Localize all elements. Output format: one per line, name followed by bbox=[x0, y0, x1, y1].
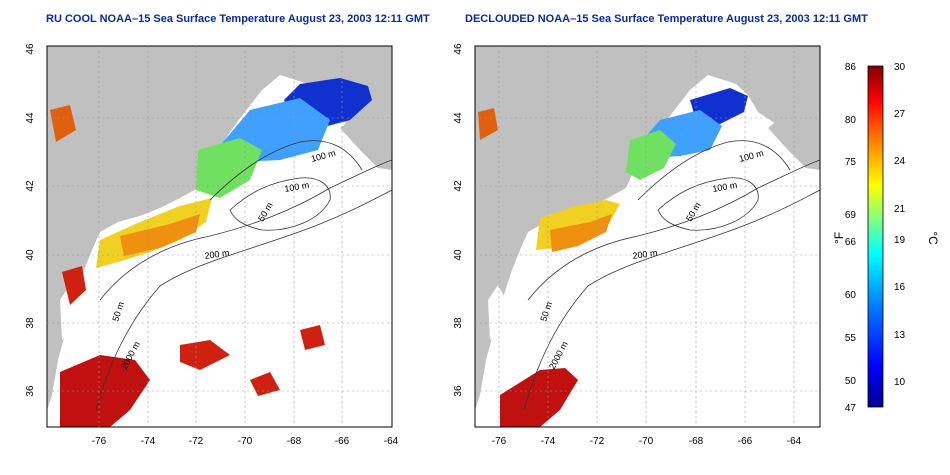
land-mass bbox=[47, 46, 392, 410]
sst-warm-gulfstream bbox=[500, 368, 578, 427]
celsius-tick: 24 bbox=[894, 156, 906, 167]
celsius-unit-label: °C bbox=[926, 231, 940, 245]
left-gridlines bbox=[47, 46, 392, 427]
x-tick-label: -68 bbox=[287, 436, 302, 447]
contour-200m bbox=[527, 159, 820, 301]
contour-50m bbox=[229, 177, 331, 231]
sst-warm-specks bbox=[180, 325, 325, 396]
y-tick-label: 40 bbox=[453, 249, 464, 261]
celsius-tick: 21 bbox=[894, 204, 906, 215]
sst-orange-shelf bbox=[550, 214, 612, 252]
sst-orange-shelf bbox=[120, 214, 200, 256]
fahrenheit-tick: 80 bbox=[845, 115, 857, 126]
fahrenheit-tick: 86 bbox=[845, 62, 857, 73]
sst-green-band bbox=[626, 130, 676, 180]
contour-2000m bbox=[95, 189, 392, 411]
celsius-tick: 16 bbox=[894, 282, 906, 293]
celsius-tick: 27 bbox=[894, 109, 906, 120]
fahrenheit-tick: 66 bbox=[845, 237, 857, 248]
contour-label: 50 m bbox=[684, 201, 703, 223]
y-tick-label: 36 bbox=[453, 385, 464, 397]
left-map-title: RU COOL NOAA–15 Sea Surface Temperature … bbox=[46, 13, 430, 25]
contour-100m bbox=[209, 140, 363, 201]
y-tick-label: 40 bbox=[25, 249, 36, 261]
x-tick-label: -66 bbox=[738, 436, 753, 447]
sst-coastal-warm bbox=[50, 105, 76, 142]
land-inlet bbox=[488, 285, 506, 340]
y-tick-label: 38 bbox=[25, 317, 36, 329]
right-map-title: DECLOUDED NOAA–15 Sea Surface Temperatur… bbox=[465, 13, 868, 25]
y-tick-label: 46 bbox=[25, 43, 36, 55]
x-tick-label: -66 bbox=[335, 436, 350, 447]
x-tick-label: -76 bbox=[492, 436, 507, 447]
contour-label: 100 m bbox=[712, 180, 738, 194]
fahrenheit-tick: 50 bbox=[845, 376, 857, 387]
colorbar-gradient bbox=[867, 65, 884, 408]
x-tick-label: -70 bbox=[238, 436, 253, 447]
right-gridlines bbox=[475, 46, 820, 427]
sst-green-band bbox=[196, 138, 262, 198]
celsius-tick: 30 bbox=[894, 62, 906, 73]
fahrenheit-tick: 60 bbox=[845, 290, 857, 301]
left-map-panel: -76 -74 -72 -70 -68 -66 -64 46 44 42 40 … bbox=[25, 43, 399, 447]
contour-label: 100 m bbox=[284, 180, 310, 194]
left-map-frame bbox=[46, 45, 393, 428]
y-tick-label: 42 bbox=[453, 180, 464, 192]
right-map-panel: -76 -74 -72 -70 -68 -66 -64 46 44 42 40 … bbox=[453, 43, 821, 447]
land-mass bbox=[475, 46, 820, 410]
contour-label: 50 m bbox=[538, 300, 554, 322]
sst-warm-gulfstream bbox=[60, 355, 150, 427]
fahrenheit-tick: 75 bbox=[845, 157, 857, 168]
x-tick-label: -74 bbox=[141, 436, 156, 447]
y-tick-label: 44 bbox=[453, 112, 464, 124]
x-tick-label: -76 bbox=[92, 436, 107, 447]
celsius-tick: 13 bbox=[894, 330, 906, 341]
contour-100m bbox=[637, 140, 791, 201]
temperature-colorbar: 86 80 75 69 66 60 55 50 47 30 27 24 21 1… bbox=[832, 62, 940, 414]
x-tick-label: -68 bbox=[689, 436, 704, 447]
y-tick-label: 36 bbox=[25, 385, 36, 397]
contour-label: 50 m bbox=[110, 300, 126, 322]
sst-warm-south-nj bbox=[62, 266, 86, 305]
x-tick-label: -70 bbox=[639, 436, 654, 447]
x-tick-label: -64 bbox=[787, 436, 802, 447]
contour-label: 200 m bbox=[632, 248, 658, 261]
contour-2000m bbox=[523, 189, 820, 411]
sst-coastal-warm bbox=[478, 108, 498, 140]
x-tick-label: -72 bbox=[189, 436, 204, 447]
contour-label: 2000 m bbox=[547, 340, 570, 371]
x-tick-label: -72 bbox=[590, 436, 605, 447]
y-tick-label: 44 bbox=[25, 112, 36, 124]
fahrenheit-tick: 69 bbox=[845, 210, 857, 221]
celsius-tick: 10 bbox=[894, 377, 906, 388]
fahrenheit-tick: 47 bbox=[845, 403, 857, 414]
x-tick-label: -64 bbox=[384, 436, 399, 447]
contour-50m bbox=[657, 177, 759, 231]
y-tick-label: 42 bbox=[25, 180, 36, 192]
y-tick-label: 38 bbox=[453, 317, 464, 329]
contour-label: 100 m bbox=[738, 148, 765, 164]
celsius-tick: 19 bbox=[894, 235, 906, 246]
contour-200m bbox=[99, 159, 392, 301]
contour-label: 50 m bbox=[256, 201, 275, 223]
nova-scotia bbox=[340, 92, 392, 170]
x-tick-label: -74 bbox=[541, 436, 556, 447]
contour-label: 200 m bbox=[204, 248, 230, 261]
right-map-frame bbox=[474, 45, 821, 428]
fahrenheit-unit-label: °F bbox=[832, 232, 846, 244]
y-tick-label: 46 bbox=[453, 43, 464, 55]
fahrenheit-tick: 55 bbox=[845, 333, 857, 344]
